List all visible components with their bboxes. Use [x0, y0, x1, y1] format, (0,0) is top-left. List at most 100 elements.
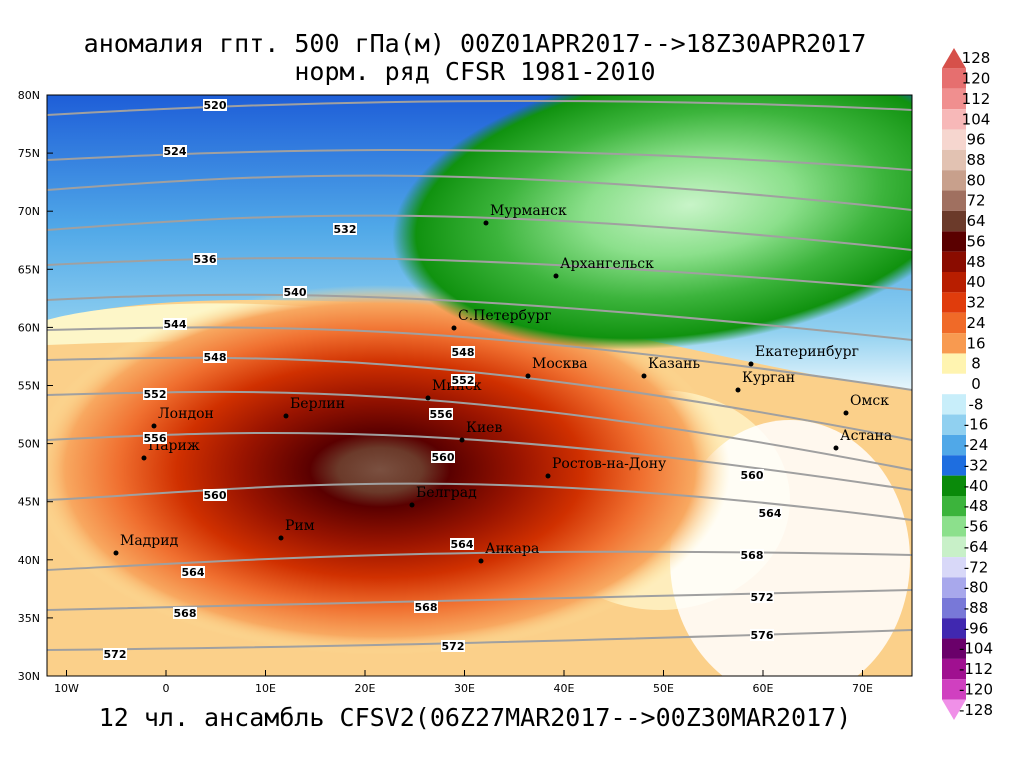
colorbar-swatch [942, 149, 966, 171]
colorbar-label: 48 [966, 253, 985, 271]
colorbar-label: 0 [971, 375, 981, 393]
colorbar-swatch [942, 496, 966, 517]
contour-label-bg [173, 607, 197, 619]
contour-label-bg [740, 549, 764, 561]
colorbar-label: -120 [959, 680, 993, 698]
colorbar-label: -88 [964, 599, 989, 617]
colorbar-label: -48 [964, 497, 989, 515]
contour-label-bg [441, 640, 465, 652]
colorbar-swatch [942, 129, 966, 150]
colorbar-swatch [942, 68, 966, 89]
contour-label: 568 [174, 607, 197, 620]
colorbar-label: -128 [959, 701, 993, 719]
colorbar-swatch [942, 414, 966, 435]
colorbar-swatch [942, 373, 966, 395]
contour-label: 548 [452, 346, 475, 359]
city-dot [843, 410, 849, 416]
colorbar-swatch [942, 48, 966, 69]
contour-label: 520 [204, 99, 227, 112]
city-dot [748, 361, 754, 367]
city-label: Екатеринбург [755, 344, 859, 360]
city-dot [483, 220, 489, 226]
colorbar-label: 16 [966, 334, 985, 352]
lon-tick-label: 10W [54, 682, 79, 695]
contour-label-bg [451, 346, 475, 358]
lat-tick-label: 30N [18, 670, 40, 683]
contour-label-bg [414, 601, 438, 613]
lat-tick-label: 65N [18, 263, 40, 276]
contour-label: 540 [284, 286, 307, 299]
contour-label-bg [431, 451, 455, 463]
contour-label-bg [750, 591, 774, 603]
city-dot [459, 437, 465, 443]
colorbar-swatch [942, 618, 966, 639]
contour-label-bg [143, 388, 167, 400]
contour-label: 572 [442, 640, 465, 653]
contour-label-bg [143, 432, 167, 444]
contour-label: 560 [741, 469, 764, 482]
city-dot [478, 558, 484, 564]
city-label: Мадрид [120, 533, 179, 549]
contour-label: 572 [751, 591, 774, 604]
contour-label: 560 [432, 451, 455, 464]
contour-label: 564 [759, 507, 782, 520]
colorbar-swatch [942, 536, 966, 558]
colorbar-swatch [942, 88, 966, 110]
contour-label-bg [203, 99, 227, 111]
city-label: Киев [466, 420, 502, 436]
contour-label-bg [429, 408, 453, 420]
contour-label: 536 [194, 253, 217, 266]
colorbar-swatch [942, 679, 966, 700]
colorbar-swatch [942, 394, 966, 415]
lat-tick-label: 35N [18, 612, 40, 625]
lon-tick-label: 60E [753, 682, 774, 695]
lat-tick-label: 45N [18, 496, 40, 509]
colorbar-label: 72 [966, 192, 985, 210]
contour-label: 564 [451, 538, 474, 551]
city-dot [545, 473, 551, 479]
city-label: Белград [416, 485, 477, 501]
city-label: Курган [742, 370, 795, 386]
lon-tick-label: 10E [255, 682, 276, 695]
city-dot [525, 373, 531, 379]
lat-tick-label: 60N [18, 321, 40, 334]
contour-label-bg [333, 223, 357, 235]
city-label: Берлин [290, 396, 345, 412]
contour-label-bg [451, 374, 475, 386]
colorbar-swatch [942, 170, 966, 191]
city-dot [151, 423, 157, 429]
contour-label: 576 [751, 629, 774, 642]
contour-label: 524 [164, 145, 187, 158]
city-dot [113, 550, 119, 556]
colorbar-label: 104 [962, 110, 991, 128]
city-dot [833, 445, 839, 451]
city-label: Лондон [158, 406, 214, 422]
colorbar-label: 128 [962, 49, 991, 67]
colorbar-swatch [942, 434, 966, 456]
city-label: Омск [850, 393, 889, 409]
contour-label: 568 [741, 549, 764, 562]
contour-label: 556 [144, 432, 167, 445]
colorbar-label: -56 [964, 518, 989, 536]
map-field [47, 95, 912, 676]
colorbar-label: 8 [971, 355, 981, 373]
contour-label-bg [163, 318, 187, 330]
colorbar-label: 24 [966, 314, 985, 332]
subtitle: норм. ряд CFSR 1981-2010 [294, 57, 655, 86]
contour-label: 548 [204, 351, 227, 364]
contour-label-bg [181, 566, 205, 578]
colorbar-swatch [942, 516, 966, 537]
colorbar-label: -112 [959, 660, 993, 678]
city-dot [425, 395, 431, 401]
city-label: Ростов-на-Дону [552, 456, 667, 472]
colorbar-swatch [942, 597, 966, 619]
colorbar-swatch [942, 475, 966, 496]
city-label: Архангельск [560, 256, 654, 272]
contour-label-bg [750, 629, 774, 641]
colorbar-swatch [942, 292, 966, 313]
city-dot [641, 373, 647, 379]
city-dot [735, 387, 741, 393]
colorbar-label: 56 [966, 232, 985, 250]
colorbar-label: -104 [959, 640, 993, 658]
